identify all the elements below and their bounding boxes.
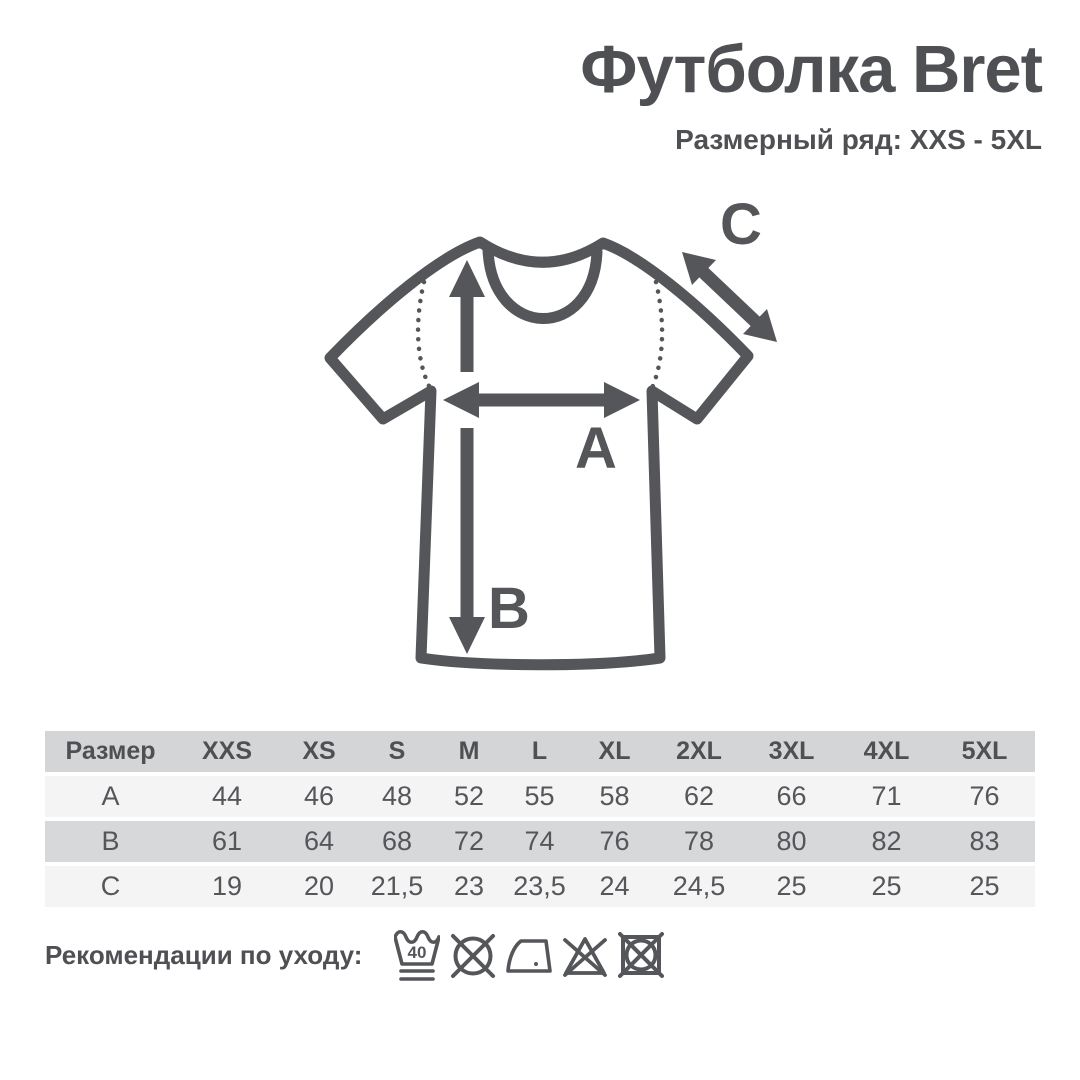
page-title: Футболка Bret <box>580 32 1043 107</box>
table-row-b: B 61 64 68 72 74 76 78 80 82 83 <box>45 821 1035 862</box>
column-header-4xl: 4XL <box>839 731 934 772</box>
measure-label-a: A <box>575 416 617 481</box>
size-value: 58 <box>575 776 654 817</box>
size-value: 25 <box>934 866 1035 907</box>
do-not-tumble-dry-icon <box>618 932 665 978</box>
size-value: 66 <box>744 776 839 817</box>
size-value: 23 <box>434 866 504 907</box>
size-table: Размер XXS XS S M L XL 2XL 3XL 4XL 5XL A… <box>45 727 1035 911</box>
header: Футболка Bret Размерный ряд: XXS - 5XL <box>580 32 1043 156</box>
size-value: 74 <box>504 821 575 862</box>
table-row-c: C 19 20 21,5 23 23,5 24 24,5 25 25 25 <box>45 866 1035 907</box>
size-value: 61 <box>176 821 278 862</box>
size-value: 64 <box>278 821 360 862</box>
size-value: 25 <box>839 866 934 907</box>
size-value: 80 <box>744 821 839 862</box>
row-label: C <box>45 866 176 907</box>
tshirt-measurement-diagram: A B C <box>300 190 800 690</box>
table-header-row: Размер XXS XS S M L XL 2XL 3XL 4XL 5XL <box>45 731 1035 772</box>
column-header-3xl: 3XL <box>744 731 839 772</box>
do-not-dry-clean-icon <box>451 934 496 978</box>
size-value: 24 <box>575 866 654 907</box>
size-range-subtitle: Размерный ряд: XXS - 5XL <box>675 124 1042 155</box>
column-header-xxs: XXS <box>176 731 278 772</box>
size-value: 68 <box>360 821 434 862</box>
width-arrow <box>443 382 640 418</box>
size-value: 23,5 <box>504 866 575 907</box>
neck-opening <box>482 244 603 324</box>
length-arrow-upper <box>449 260 485 372</box>
column-header-size: Размер <box>45 731 176 772</box>
wash-40-icon: 40 <box>394 929 441 981</box>
size-value: 71 <box>839 776 934 817</box>
row-label: B <box>45 821 176 862</box>
tshirt-outline <box>324 236 754 671</box>
sleeve-arrow <box>682 252 777 342</box>
svg-text:40: 40 <box>408 943 427 962</box>
size-value: 55 <box>504 776 575 817</box>
column-header-s: S <box>360 731 434 772</box>
size-value: 76 <box>934 776 1035 817</box>
size-value: 76 <box>575 821 654 862</box>
size-value: 20 <box>278 866 360 907</box>
armhole-stitch-left <box>415 279 433 391</box>
column-header-xs: XS <box>278 731 360 772</box>
size-value: 82 <box>839 821 934 862</box>
size-value: 78 <box>654 821 744 862</box>
care-label: Рекомендации по уходу: <box>45 940 363 970</box>
iron-low-temp-icon <box>506 939 553 973</box>
size-value: 62 <box>654 776 744 817</box>
do-not-bleach-icon <box>563 937 608 977</box>
row-label: A <box>45 776 176 817</box>
length-arrow-lower <box>449 428 485 654</box>
column-header-2xl: 2XL <box>654 731 744 772</box>
armhole-stitch-right <box>649 279 665 391</box>
column-header-l: L <box>504 731 575 772</box>
size-value: 46 <box>278 776 360 817</box>
measure-label-c: C <box>720 192 762 257</box>
care-icons: 40 <box>394 926 665 984</box>
size-value: 25 <box>744 866 839 907</box>
size-value: 83 <box>934 821 1035 862</box>
size-value: 19 <box>176 866 278 907</box>
size-value: 44 <box>176 776 278 817</box>
column-header-xl: XL <box>575 731 654 772</box>
care-recommendations: Рекомендации по уходу: 40 <box>45 924 665 986</box>
size-value: 52 <box>434 776 504 817</box>
table-row-a: A 44 46 48 52 55 58 62 66 71 76 <box>45 776 1035 817</box>
size-value: 21,5 <box>360 866 434 907</box>
size-value: 24,5 <box>654 866 744 907</box>
size-value: 72 <box>434 821 504 862</box>
size-value: 48 <box>360 776 434 817</box>
column-header-5xl: 5XL <box>934 731 1035 772</box>
column-header-m: M <box>434 731 504 772</box>
measure-label-b: B <box>488 576 530 641</box>
